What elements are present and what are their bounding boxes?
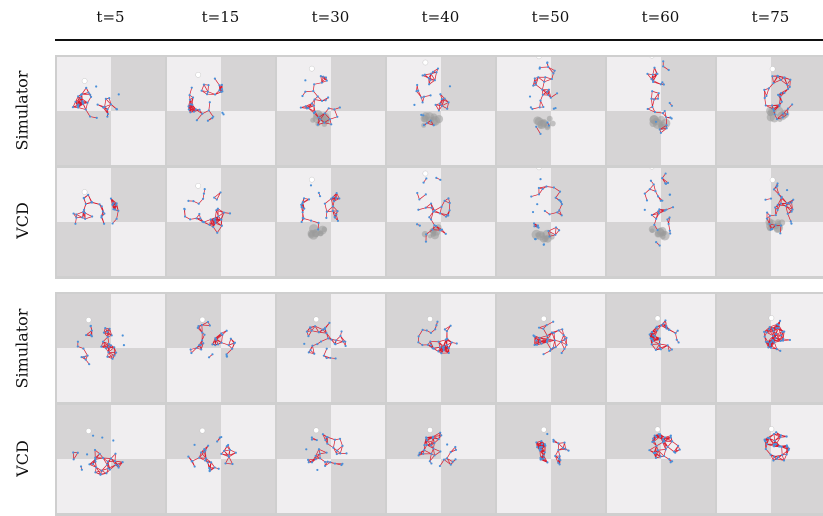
sim-frame — [57, 57, 165, 165]
sim-frame — [277, 57, 385, 165]
sim-frame — [717, 294, 823, 402]
sim-frame — [717, 405, 823, 513]
time-header: t=5 t=15 t=30 t=40 t=50 t=60 t=75 — [55, 8, 823, 32]
header-rule — [55, 39, 823, 41]
panel-group-1 — [55, 55, 823, 279]
sim-frame — [497, 57, 605, 165]
sim-frame — [607, 405, 715, 513]
sim-frame — [497, 294, 605, 402]
sim-frame — [387, 168, 495, 276]
time-label-t50: t=50 — [495, 8, 606, 26]
sim-frame — [167, 168, 275, 276]
sim-frame — [717, 57, 823, 165]
sim-frame — [607, 294, 715, 402]
sim-frame — [167, 294, 275, 402]
time-label-t15: t=15 — [165, 8, 276, 26]
sim-frame — [277, 405, 385, 513]
sim-frame — [167, 57, 275, 165]
row-label-group1-simulator: Simulator — [2, 55, 42, 165]
row-label-group2-simulator: Simulator — [2, 293, 42, 403]
time-label-t75: t=75 — [715, 8, 823, 26]
sim-frame — [167, 405, 275, 513]
panel-group-2 — [55, 292, 823, 516]
sim-frame — [387, 57, 495, 165]
sim-frame — [277, 294, 385, 402]
sim-frame — [387, 294, 495, 402]
row-label-group1-vcd: VCD — [2, 165, 42, 275]
sim-frame — [607, 57, 715, 165]
time-label-t30: t=30 — [275, 8, 386, 26]
time-label-t5: t=5 — [55, 8, 166, 26]
sim-frame — [277, 168, 385, 276]
sim-frame — [57, 168, 165, 276]
sim-frame — [57, 405, 165, 513]
sim-frame — [497, 405, 605, 513]
sim-frame — [57, 294, 165, 402]
sim-frame — [497, 168, 605, 276]
time-label-t40: t=40 — [385, 8, 496, 26]
sim-frame — [387, 405, 495, 513]
time-label-t60: t=60 — [605, 8, 716, 26]
sim-frame — [607, 168, 715, 276]
sim-frame — [717, 168, 823, 276]
row-label-group2-vcd: VCD — [2, 403, 42, 513]
